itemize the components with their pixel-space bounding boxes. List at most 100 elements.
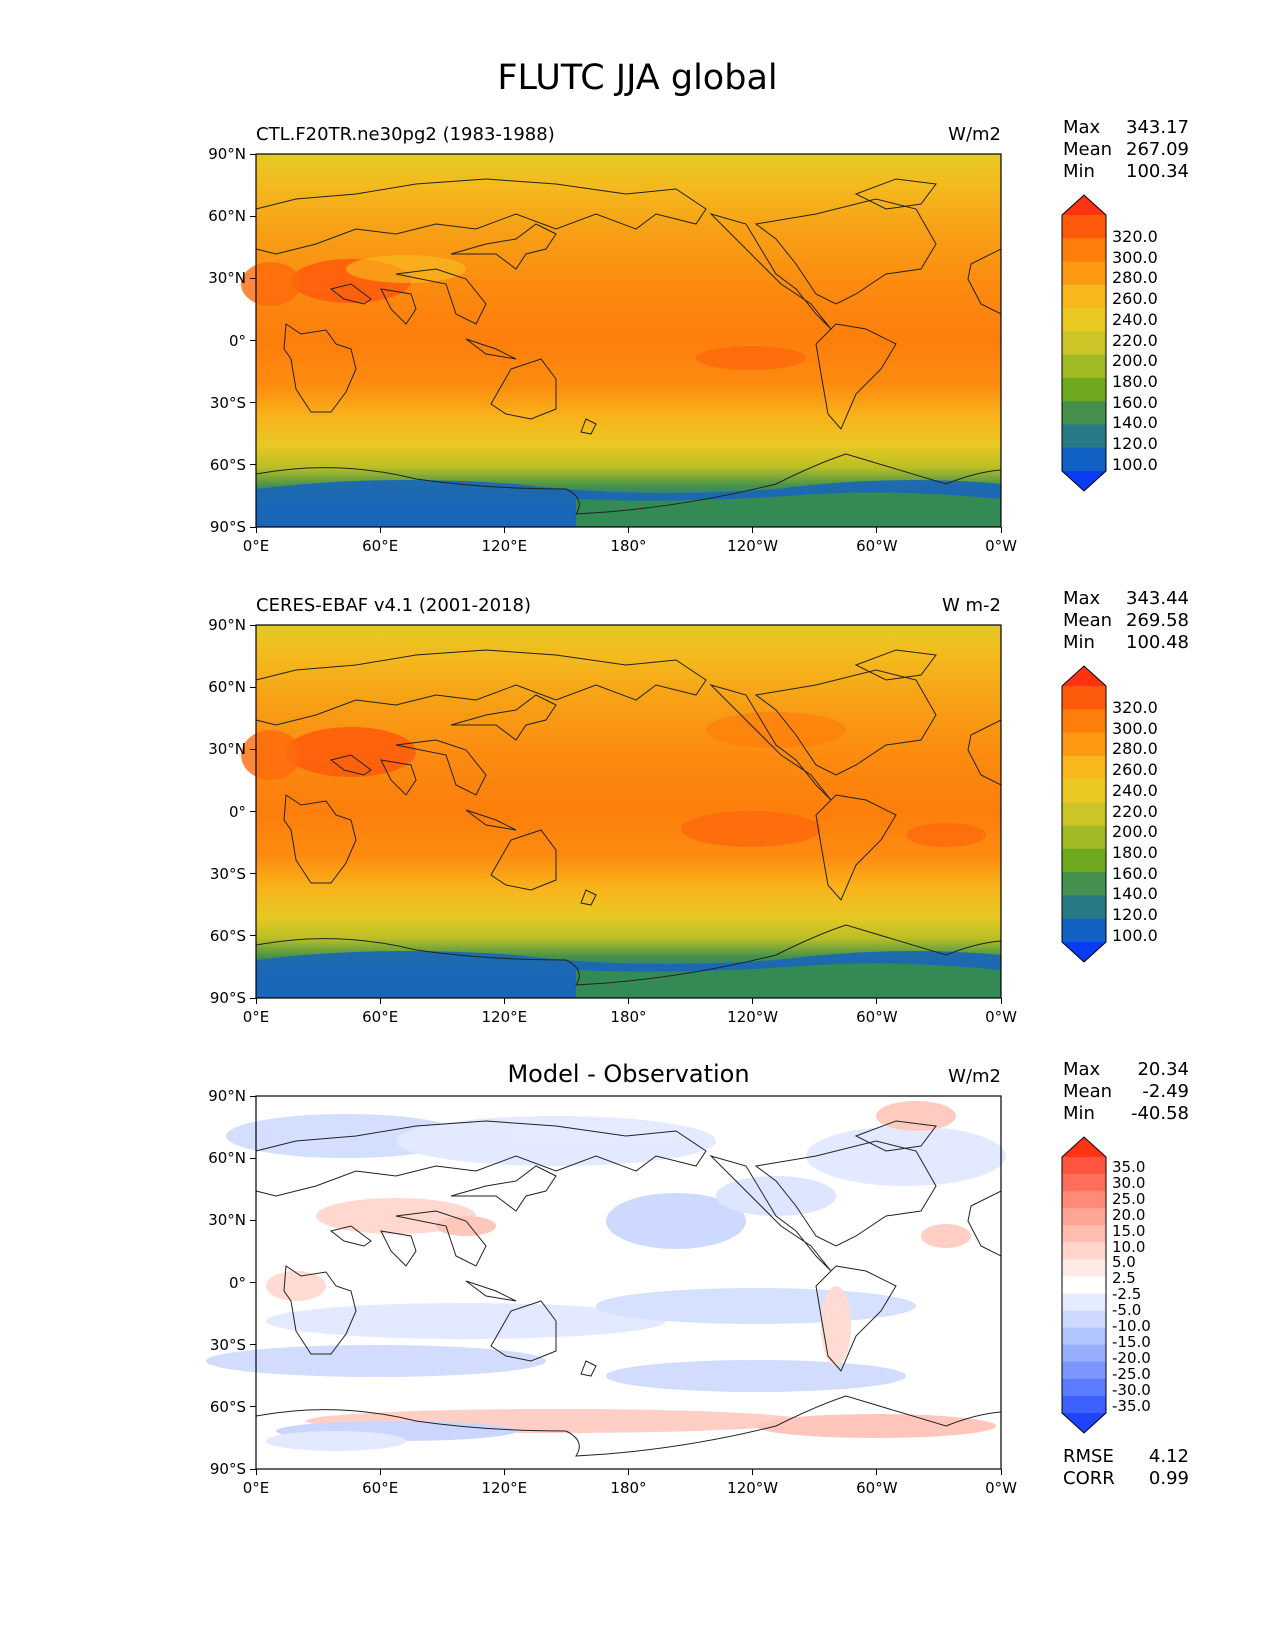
colorbar-segment: [1062, 848, 1106, 873]
y-tick-mark: [250, 997, 256, 999]
colorbar-level-label: 35.0: [1112, 1158, 1146, 1176]
stat-mean-label: Mean: [1063, 1081, 1113, 1102]
colorbar-segment: [1062, 424, 1106, 449]
stat-mean-value: 269.58: [1126, 610, 1189, 631]
colorbar-segment: [1062, 802, 1106, 827]
colorbar-segment: [1062, 1208, 1106, 1226]
y-tick-mark: [250, 526, 256, 528]
colorbar-level-label: 280.0: [1112, 268, 1158, 288]
stat-mean-value: 267.09: [1126, 139, 1189, 160]
colorbar-level-label: -2.5: [1112, 1285, 1142, 1304]
colorbar-outline: [1061, 1136, 1107, 1434]
colorbar-segment: [1062, 215, 1106, 239]
colorbar-model: [1061, 194, 1107, 492]
colorbar-level-label: 240.0: [1112, 780, 1158, 800]
colorbar-segment: [1062, 755, 1106, 780]
colorbar-level-label: 25.0: [1112, 1189, 1146, 1208]
colorbar-segment: [1062, 308, 1106, 332]
colorbar-level-label: 180.0: [1112, 842, 1158, 862]
y-tick-label: 60°N: [208, 1149, 246, 1168]
colorbar-segment: [1062, 779, 1106, 803]
map-model: [241, 153, 1002, 528]
colorbar-segment: [1062, 447, 1106, 472]
x-tick-label: 60°W: [856, 537, 898, 555]
y-tick-label: 60°N: [208, 678, 246, 697]
colorbar-segment: [1062, 1225, 1106, 1243]
coastlines: [255, 649, 1002, 986]
y-tick-label: 90°N: [208, 1087, 246, 1105]
colorbar-level-label: 300.0: [1112, 247, 1158, 267]
colorbar-level-label: 180.0: [1112, 371, 1158, 391]
colorbar-level-label: -30.0: [1112, 1380, 1151, 1399]
colorbar-level-label: 200.0: [1112, 351, 1158, 371]
colorbar-level-label: 100.0: [1112, 454, 1158, 474]
colorbar-segment: [1062, 1276, 1106, 1295]
colorbar-segment: [1062, 1344, 1106, 1363]
stat-max-label: Max: [1063, 1059, 1101, 1080]
x-tick-mark: [1000, 1469, 1002, 1475]
colorbar-segment: [1062, 1378, 1106, 1397]
stat-max-label: Max: [1063, 588, 1101, 609]
colorbar-level-label: -20.0: [1112, 1348, 1151, 1367]
y-tick-label: 30°N: [208, 1211, 246, 1230]
colorbar-level-label: 240.0: [1112, 309, 1158, 329]
x-tick-label: 0°W: [985, 1008, 1017, 1026]
x-tick-label: 180°: [610, 1479, 647, 1497]
stat-corr-label: CORR: [1063, 1468, 1115, 1489]
colorbar-extend-bottom: [1062, 471, 1106, 491]
x-tick-label: 120°W: [727, 1479, 779, 1497]
y-tick-mark: [250, 686, 256, 688]
colorbar-segment: [1062, 732, 1106, 757]
map-diff: [206, 1095, 1006, 1470]
y-tick-mark: [250, 1157, 256, 1159]
colorbar-level-label: 20.0: [1112, 1205, 1146, 1224]
colorbar-segment: [1062, 686, 1106, 710]
colorbar-extend-top: [1062, 666, 1106, 686]
colorbar-segment: [1062, 401, 1106, 426]
colorbar-level-label: 220.0: [1112, 330, 1158, 350]
stat-max-label: Max: [1063, 117, 1101, 138]
y-tick-label: 0°: [228, 802, 246, 821]
stat-min-value: 100.34: [1126, 161, 1189, 182]
colorbar-segment: [1062, 709, 1106, 734]
x-tick-mark: [503, 527, 505, 533]
stat-min-value: 100.48: [1126, 632, 1189, 653]
y-tick-mark: [250, 153, 256, 155]
x-tick-mark: [379, 1469, 381, 1475]
y-tick-mark: [250, 1095, 256, 1097]
colorbar-outline: [1061, 194, 1107, 492]
x-tick-mark: [1000, 998, 1002, 1004]
stat-rmse-value: 4.12: [1148, 1446, 1189, 1467]
colorbar-segment: [1062, 238, 1106, 263]
colorbar-level-label: 280.0: [1112, 739, 1158, 759]
colorbar-segment: [1062, 1242, 1106, 1260]
y-tick-label: 60°S: [209, 926, 246, 945]
figure-title: FLUTC JJA global: [497, 58, 778, 98]
x-tick-label: 120°E: [481, 1008, 528, 1026]
colorbar-level-label: 15.0: [1112, 1221, 1146, 1240]
y-tick-mark: [250, 1282, 256, 1283]
colorbar-diff: [1061, 1136, 1107, 1434]
colorbar-extend-top: [1062, 1137, 1106, 1157]
colorbar-extend-bottom: [1062, 942, 1106, 962]
colorbar-level-label: 140.0: [1112, 413, 1158, 433]
x-tick-label: 120°W: [727, 1008, 779, 1026]
y-tick-mark: [250, 811, 256, 812]
colorbar-level-label: 100.0: [1112, 925, 1158, 945]
stat-corr-value: 0.99: [1148, 1468, 1189, 1489]
y-tick-label: 30°N: [208, 269, 246, 288]
stat-min-value: -40.58: [1130, 1103, 1189, 1124]
colorbar-segment: [1062, 1327, 1106, 1346]
colorbar-segment: [1062, 1361, 1106, 1380]
y-tick-label: 30°S: [209, 1335, 246, 1354]
colorbar-segment: [1062, 284, 1106, 309]
y-tick-mark: [250, 748, 256, 750]
units-obs: W m-2: [941, 595, 1001, 616]
x-tick-mark: [876, 998, 878, 1004]
x-tick-label: 0°E: [242, 537, 270, 555]
y-tick-label: 60°S: [209, 1397, 246, 1416]
panel-title-diff: Model - Observation: [507, 1060, 750, 1088]
y-tick-mark: [250, 277, 256, 279]
x-tick-mark: [379, 527, 381, 533]
x-tick-mark: [752, 1469, 754, 1475]
